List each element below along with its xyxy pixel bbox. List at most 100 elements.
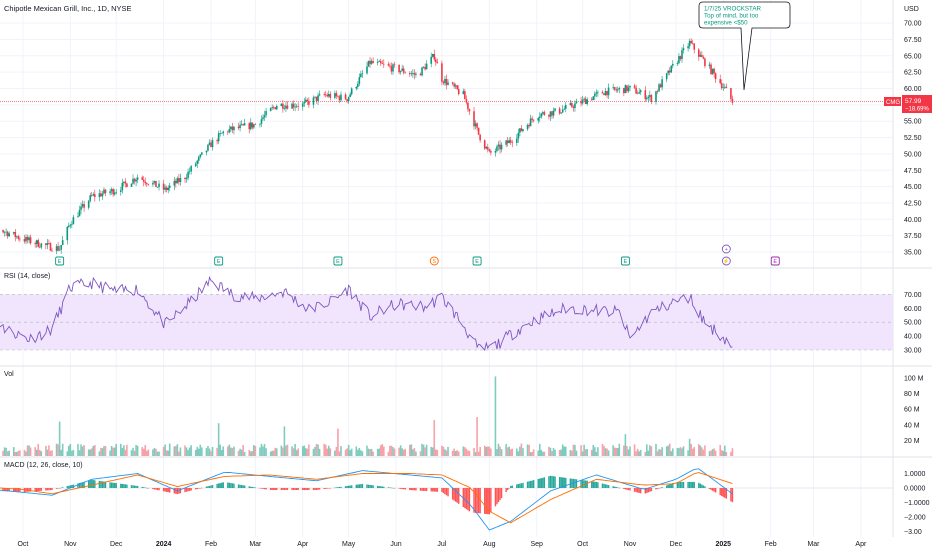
- x-tick-label: Feb: [205, 541, 217, 548]
- price-axis[interactable]: 70.0067.5065.0062.5060.0057.5055.0052.50…: [904, 21, 922, 257]
- volume-bar: [338, 451, 341, 456]
- candle-body: [730, 88, 732, 99]
- event-marker-icon[interactable]: S: [432, 259, 436, 265]
- rsi-pane[interactable]: [0, 275, 893, 352]
- candle-body: [260, 119, 263, 124]
- macd-histogram-bar: [665, 485, 668, 488]
- candle-body: [517, 132, 520, 139]
- event-marker-icon[interactable]: E: [336, 259, 340, 265]
- event-marker-bg: [620, 256, 630, 266]
- candle-body: [483, 140, 486, 149]
- candle-body: [378, 61, 381, 62]
- event-marker-icon[interactable]: E: [773, 259, 777, 265]
- candle-body: [522, 129, 524, 132]
- candle-body: [516, 138, 518, 143]
- macd-histogram-bar: [572, 478, 575, 488]
- candle-body: [305, 99, 307, 102]
- volume-bar: [425, 444, 428, 456]
- macd-histogram-bar: [606, 484, 608, 488]
- y-tick-label: 60.00: [904, 86, 922, 93]
- volume-bar: [638, 451, 640, 456]
- candle-body: [48, 243, 50, 244]
- price-pane[interactable]: [0, 22, 893, 255]
- candle-body: [112, 189, 114, 195]
- annotation-callout[interactable]: 1/7/25 VROCKSTAR Top of mind, but too ex…: [698, 1, 791, 91]
- candle-body: [627, 87, 630, 92]
- event-marker-icon[interactable]: E: [217, 259, 221, 265]
- event-marker-icon[interactable]: E: [475, 259, 479, 265]
- event-marker-icon[interactable]: ⚡: [723, 258, 730, 265]
- event-marker-icon[interactable]: +: [725, 247, 728, 253]
- macd-histogram-bar: [704, 486, 706, 488]
- volume-bar: [714, 450, 717, 456]
- volume-bar: [401, 448, 403, 456]
- macd-histogram-bar: [430, 488, 432, 492]
- volume-bar: [433, 420, 436, 456]
- volume-bar: [340, 446, 342, 456]
- y-tick-label: 42.50: [904, 200, 922, 207]
- macd-histogram-bar: [251, 486, 254, 488]
- candle-body: [135, 179, 137, 182]
- volume-bar: [477, 451, 480, 456]
- candle-body: [399, 70, 402, 73]
- macd-histogram-bar: [554, 476, 556, 488]
- macd-histogram-bar: [360, 484, 362, 488]
- macd-histogram-bar: [29, 488, 32, 492]
- candle-body: [211, 140, 214, 148]
- macd-histogram-bar: [254, 487, 257, 489]
- candle-body: [306, 99, 309, 102]
- volume-bar: [731, 448, 734, 456]
- event-marker-icon[interactable]: E: [624, 259, 628, 265]
- volume-bar: [295, 450, 298, 456]
- candle-body: [89, 195, 92, 201]
- macd-histogram-bar: [436, 488, 439, 492]
- macd-histogram-bar: [560, 477, 562, 488]
- rsi-tick-label: 40.00: [904, 334, 922, 341]
- volume-pane[interactable]: [0, 376, 734, 456]
- macd-histogram-bar: [323, 488, 325, 490]
- macd-histogram-bar: [100, 481, 102, 488]
- candle-body: [488, 149, 491, 152]
- candle-body: [679, 56, 682, 60]
- x-tick-label: Oct: [577, 541, 588, 548]
- candle-body: [723, 86, 726, 88]
- volume-bar: [168, 443, 171, 456]
- volume-bar: [532, 449, 535, 456]
- symbol-title: Chipotle Mexican Grill, Inc., 1D, NYSE: [4, 4, 132, 13]
- price-badge-value: 57.99: [905, 98, 922, 105]
- volume-bar: [243, 452, 246, 456]
- macd-pane[interactable]: [0, 468, 893, 531]
- macd-histogram-bar: [28, 488, 30, 492]
- event-markers[interactable]: E E E S E E + ⚡ E: [55, 244, 780, 266]
- macd-axis[interactable]: 1.0000 0.0000 −1.0000 −2.000 −3.00: [904, 471, 930, 536]
- macd-histogram-bar: [580, 479, 582, 488]
- time-axis[interactable]: Oct Nov Dec 2024 Feb Mar Apr May Jun Jul Aug Sep Oct…: [17, 541, 867, 548]
- rsi-axis[interactable]: 70.00 60.00 50.00 40.00 30.00: [904, 292, 922, 355]
- volume-bar: [294, 443, 296, 456]
- volume-bar: [51, 450, 53, 456]
- macd-histogram-bar: [2, 488, 4, 492]
- candle-body: [476, 123, 478, 128]
- volume-bar: [496, 449, 498, 456]
- macd-histogram-bar: [230, 483, 232, 488]
- candle-body: [80, 206, 82, 210]
- candle-body: [574, 103, 576, 109]
- candle-body: [315, 96, 318, 101]
- macd-histogram-bar: [5, 488, 7, 492]
- event-marker-icon[interactable]: E: [58, 259, 62, 265]
- candle-body: [317, 95, 319, 101]
- macd-histogram-bar: [81, 482, 84, 488]
- volume-axis[interactable]: 100 M 80 M 60 M 40 M 20 M: [904, 376, 924, 445]
- macd-histogram-bar: [61, 487, 64, 488]
- candle-body: [291, 103, 293, 109]
- x-tick-label: Jun: [390, 541, 401, 548]
- currency-label[interactable]: USD: [904, 6, 919, 13]
- volume-bar: [184, 445, 186, 456]
- candle-body: [358, 77, 361, 84]
- volume-bar: [672, 448, 674, 456]
- candle-body: [467, 102, 469, 110]
- volume-bar: [29, 447, 32, 456]
- candle-body: [688, 40, 691, 47]
- candle-body: [708, 64, 711, 67]
